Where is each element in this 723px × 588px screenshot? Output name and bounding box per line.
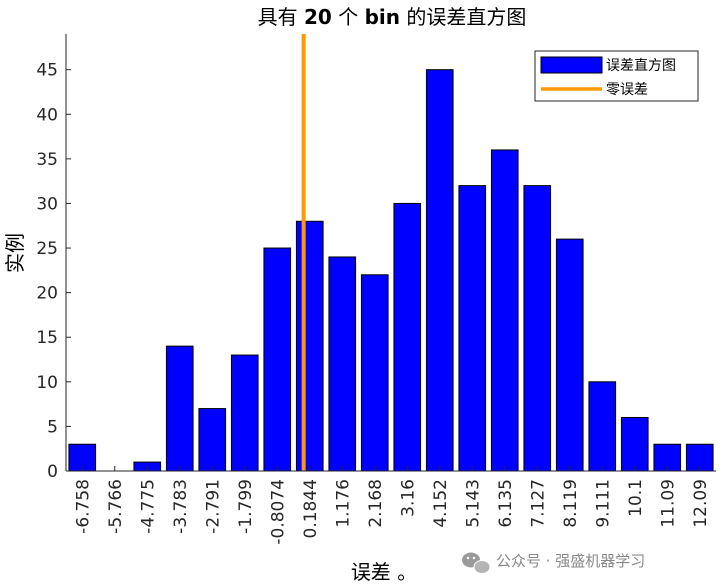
x-tick-label: -6.758 <box>73 479 93 534</box>
y-tick-label: 35 <box>36 150 58 170</box>
x-axis-label: 误差 。 <box>351 560 417 584</box>
y-tick-label: 45 <box>36 61 58 81</box>
bar-9.111 <box>588 381 617 472</box>
x-tick-label: 2.168 <box>366 479 386 528</box>
bar-0.1844 <box>295 220 324 472</box>
x-tick-label: -4.775 <box>138 479 158 534</box>
watermark-text: 公众号 · 强盛机器学习 <box>496 552 645 570</box>
x-tick-label: 10.1 <box>626 479 646 517</box>
bar-8.119 <box>555 238 584 472</box>
bar-6.135 <box>490 149 519 472</box>
bar-10.1 <box>620 416 649 472</box>
x-tick-label: 1.176 <box>333 479 353 528</box>
x-tick-label: 0.1844 <box>301 479 321 538</box>
bar-4.152 <box>425 69 454 472</box>
y-tick-label: 25 <box>36 239 58 259</box>
x-tick-label: 3.16 <box>398 479 418 517</box>
axes <box>65 34 716 472</box>
y-tick-label: 20 <box>36 284 58 304</box>
bars-group <box>68 69 714 472</box>
y-axis-label: 实例 <box>3 233 27 273</box>
x-tick-label: -2.791 <box>203 479 223 534</box>
y-tick-label: 30 <box>36 194 58 214</box>
x-tick-label: -5.766 <box>106 479 126 534</box>
x-tick-label: -3.783 <box>171 479 191 534</box>
x-tick-label: 7.127 <box>528 479 548 528</box>
bar--1.799 <box>230 354 259 472</box>
bar--2.791 <box>198 408 227 472</box>
x-ticks: -6.758 -5.766 -4.775 -3.783 -2.791 -1.799 -0.8… <box>73 466 711 545</box>
y-tick-label: 5 <box>47 417 58 437</box>
x-tick-label: 6.135 <box>496 479 516 528</box>
bar-2.168 <box>360 274 389 472</box>
legend-label: 零误差 <box>606 82 648 98</box>
x-tick-label: 12.09 <box>691 479 711 528</box>
y-tick-label: 10 <box>36 373 58 393</box>
x-tick-label: -1.799 <box>236 479 256 534</box>
x-tick-label: -0.8074 <box>268 479 288 545</box>
wechat-icon <box>462 552 491 574</box>
bar-1.176 <box>328 256 357 472</box>
legend-swatch-bar <box>540 56 603 74</box>
chart-title: 具有 20 个 bin 的误差直方图 <box>258 5 527 29</box>
y-tick-label: 15 <box>36 328 58 348</box>
bar-5.143 <box>458 185 487 472</box>
x-tick-label: 9.111 <box>593 479 613 528</box>
bar--0.8074 <box>263 247 292 472</box>
x-tick-label: 4.152 <box>431 479 451 528</box>
watermark: 公众号 · 强盛机器学习 <box>462 552 645 574</box>
y-tick-label: 0 <box>47 462 58 482</box>
bar-7.127 <box>523 185 552 472</box>
x-tick-label: 8.119 <box>561 479 581 528</box>
x-tick-label: 5.143 <box>463 479 483 528</box>
legend-label: 误差直方图 <box>606 57 676 74</box>
bar-3.16 <box>393 202 422 472</box>
x-tick-label: 11.09 <box>658 479 678 528</box>
y-tick-label: 40 <box>36 105 58 125</box>
bar--3.783 <box>165 345 194 472</box>
y-ticks: 0 5 10 15 20 25 30 35 40 45 <box>36 61 71 482</box>
